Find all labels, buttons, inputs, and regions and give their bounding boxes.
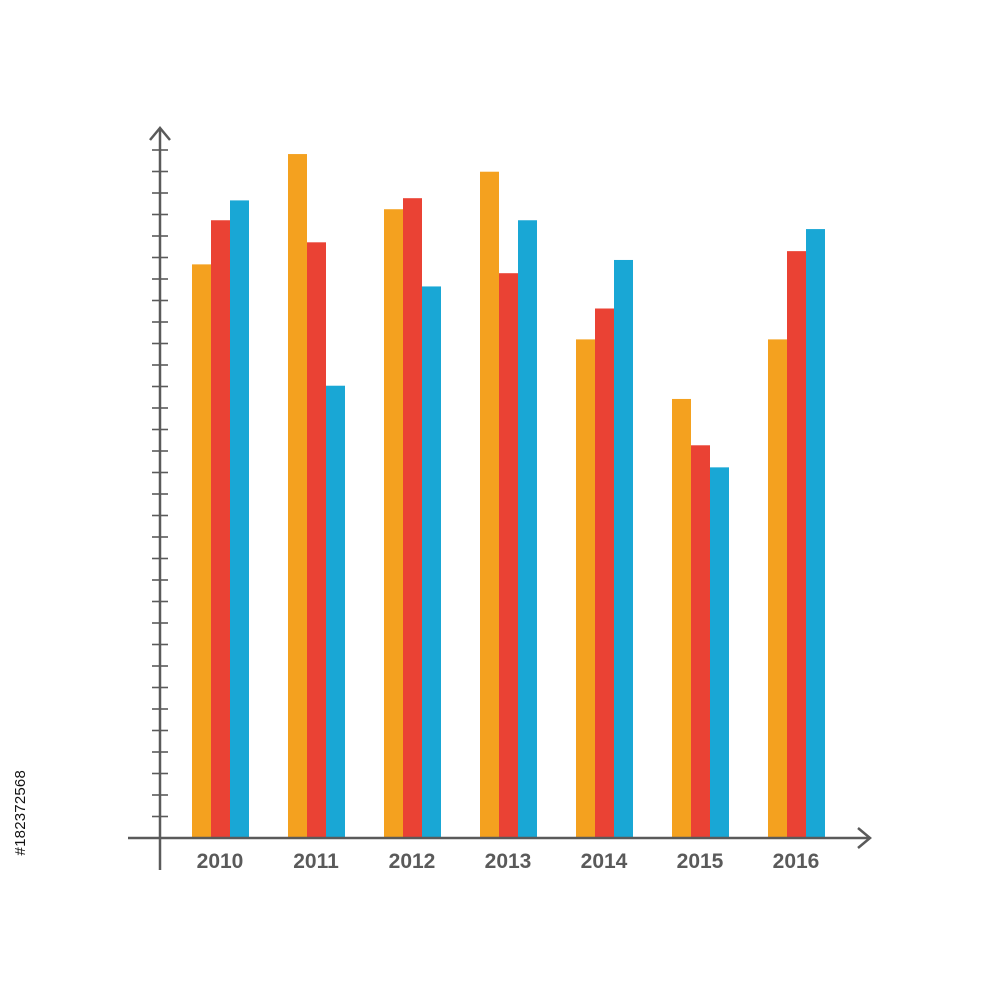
bar-2014-series-3 — [614, 259, 633, 838]
bar-2010-series-1 — [192, 264, 211, 838]
stock-image-id: #182372568 — [12, 770, 29, 856]
x-tick-label-2012: 2012 — [389, 850, 436, 873]
bar-2016-series-1 — [768, 339, 787, 838]
bar-2015-series-3 — [710, 467, 729, 838]
bar-2012-series-2 — [403, 198, 422, 838]
bar-2011-series-3 — [326, 385, 345, 838]
bar-2012-series-3 — [422, 286, 441, 838]
bar-2014-series-2 — [595, 308, 614, 838]
x-tick-label-2014: 2014 — [581, 850, 628, 873]
x-tick-label-2011: 2011 — [293, 850, 339, 873]
bar-2010-series-3 — [230, 200, 249, 839]
bar-2016-series-2 — [787, 251, 806, 838]
bar-2012-series-1 — [384, 209, 403, 838]
x-tick-label-2015: 2015 — [677, 850, 724, 873]
bar-2011-series-2 — [307, 242, 326, 838]
bar-2010-series-2 — [211, 220, 230, 838]
bar-2016-series-3 — [806, 229, 825, 838]
bar-2015-series-2 — [691, 445, 710, 838]
bar-2013-series-1 — [480, 171, 499, 838]
bar-2011-series-1 — [288, 154, 307, 838]
x-tick-label-2013: 2013 — [485, 850, 532, 873]
bar-2013-series-3 — [518, 220, 537, 838]
y-axis-arrow-icon — [149, 126, 171, 141]
bar-2013-series-2 — [499, 273, 518, 838]
x-axis-arrow-icon — [857, 827, 872, 849]
bars-group — [192, 154, 825, 839]
bar-2015-series-1 — [672, 398, 691, 838]
x-tick-label-2010: 2010 — [197, 850, 244, 873]
x-axis-labels: 2010 2011 2012 2013 2014 2015 2016 — [197, 850, 820, 873]
bar-2014-series-1 — [576, 339, 595, 838]
x-tick-label-2016: 2016 — [773, 850, 820, 873]
